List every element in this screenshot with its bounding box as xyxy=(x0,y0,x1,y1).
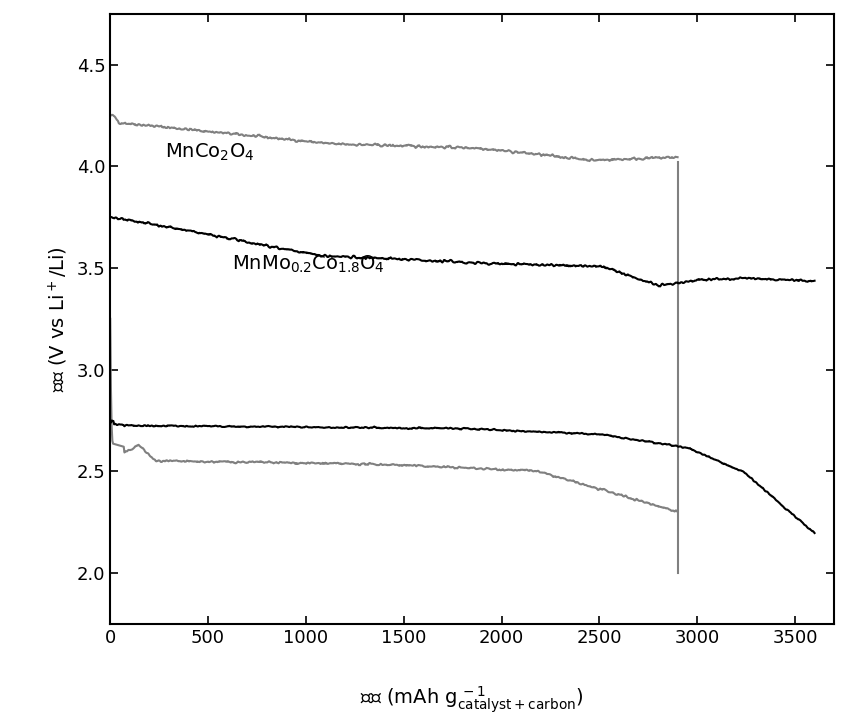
Text: 容量 (mAh g$_{\mathrm{catalyst+carbon}}^{\,-1}$): 容量 (mAh g$_{\mathrm{catalyst+carbon}}^{\… xyxy=(360,685,584,716)
Y-axis label: 电压 (V vs Li$^+$/Li): 电压 (V vs Li$^+$/Li) xyxy=(47,246,70,391)
Text: MnCo$_2$O$_4$: MnCo$_2$O$_4$ xyxy=(165,141,254,163)
Text: MnMo$_{0.2}$Co$_{1.8}$O$_4$: MnMo$_{0.2}$Co$_{1.8}$O$_4$ xyxy=(232,253,384,275)
